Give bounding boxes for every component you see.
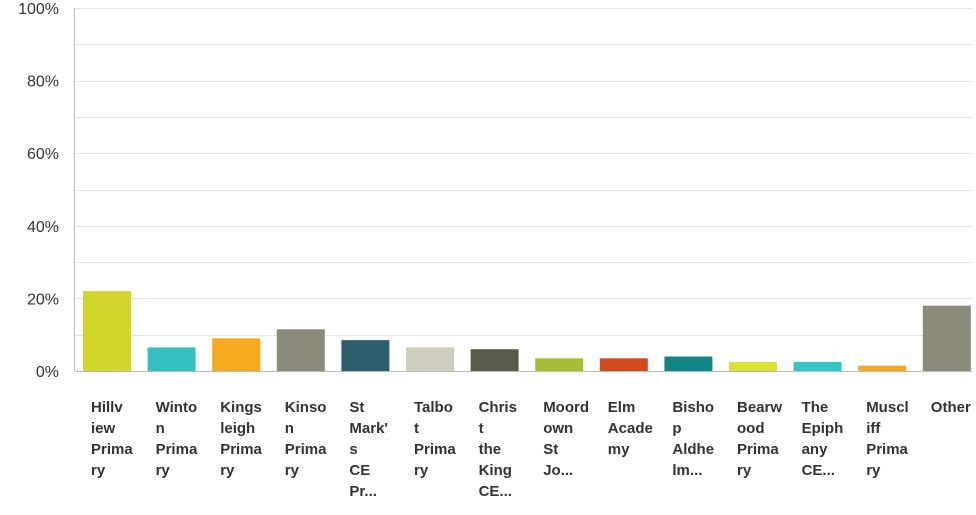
bar-3 <box>276 329 325 371</box>
x-tick-label-line: CE... <box>479 483 512 500</box>
x-tick-label-line: Prima <box>866 441 908 458</box>
bar-5 <box>406 347 454 371</box>
x-tick-label-line: King <box>479 462 512 479</box>
x-tick-label-line: n <box>285 420 294 437</box>
x-tick-label: Talbo t Prima ry <box>414 399 456 479</box>
x-tick-label-line: leigh <box>220 420 255 437</box>
x-tick-label-line: Prima <box>285 441 327 458</box>
x-tick-label-line: ry <box>156 462 171 479</box>
x-tick-label-line: iew <box>91 420 116 437</box>
x-tick-label-line: St <box>543 441 558 458</box>
x-tick-label-line: n <box>156 420 165 437</box>
x-tick-label-line: Bisho <box>672 399 714 416</box>
x-tick-label-line: Epiph <box>802 420 844 437</box>
axes <box>74 8 972 372</box>
x-tick-label-line: my <box>608 441 630 458</box>
x-tick-label-line: Muscl <box>866 399 909 416</box>
x-tick-label-line: Chris <box>479 399 517 416</box>
x-tick-label-line: Prima <box>156 441 198 458</box>
x-tick-label-line: iff <box>866 420 881 437</box>
x-tick-label-line: CE <box>349 462 370 479</box>
x-tick-label-line: s <box>349 441 357 458</box>
x-tick-label-line: Hillv <box>91 399 123 416</box>
x-tick-label-line: Mark' <box>349 420 388 437</box>
x-tick-label-line: The <box>802 399 829 416</box>
bar-7 <box>535 358 584 371</box>
x-tick-label-line: ry <box>414 462 429 479</box>
y-axis-ticks: 0% 20% 40% 60% 80% 100% <box>18 1 59 381</box>
x-tick-label-line: Moord <box>543 399 589 416</box>
x-tick-label: The Epiph any CE... <box>802 399 844 479</box>
gridlines <box>75 8 972 336</box>
x-tick-label-line: Aldhe <box>672 441 714 458</box>
bar-12 <box>858 365 907 371</box>
x-tick-label-line: ry <box>737 462 752 479</box>
bar-4 <box>341 340 390 371</box>
x-tick-label-line: Prima <box>414 441 456 458</box>
bar-0 <box>83 291 131 371</box>
x-tick-label-line: Other <box>931 399 971 416</box>
x-axis-labels: HillviewPrimaryWintonPrimaryKingsleighPr… <box>91 399 971 500</box>
bar-9 <box>664 356 713 371</box>
x-tick-label: Hillv iew Prima ry <box>91 399 133 479</box>
y-tick-label: 60% <box>27 146 59 163</box>
x-tick-label: Moord own St Jo... <box>543 399 589 479</box>
bars <box>83 291 971 371</box>
x-tick-label-line: St <box>349 399 364 416</box>
x-tick-label-line: p <box>672 420 681 437</box>
y-tick-label: 40% <box>27 219 59 236</box>
x-tick-label-line: ood <box>737 420 765 437</box>
x-tick-label-line: Prima <box>737 441 779 458</box>
bar-13 <box>922 305 971 371</box>
x-tick-label-line: Winto <box>156 399 198 416</box>
x-tick-label-line: t <box>414 420 419 437</box>
bar-2 <box>212 338 261 371</box>
x-tick-label-line: ry <box>866 462 881 479</box>
x-tick-label-line: Elm <box>608 399 636 416</box>
x-tick-label-line: ry <box>91 462 106 479</box>
bar-8 <box>599 358 648 371</box>
bar-11 <box>793 361 842 371</box>
x-tick-label-line: t <box>479 420 484 437</box>
x-tick-label: Other <box>931 399 971 416</box>
x-tick-label-line: Prima <box>91 441 133 458</box>
x-tick-label-line: Jo... <box>543 462 573 479</box>
x-tick-label-line: CE... <box>802 462 835 479</box>
x-tick-label: Muscl iff Prima ry <box>866 399 909 479</box>
x-tick-label: Kinso n Prima ry <box>285 399 327 479</box>
x-tick-label-line: Talbo <box>414 399 453 416</box>
bar-10 <box>729 361 777 371</box>
x-tick-label-line: Prima <box>220 441 262 458</box>
x-tick-label-line: any <box>802 441 829 458</box>
x-tick-label-line: Acade <box>608 420 653 437</box>
x-tick-label-line: own <box>543 420 573 437</box>
x-tick-label-line: Pr... <box>349 483 377 500</box>
y-tick-label: 80% <box>27 74 59 91</box>
y-tick-label: 20% <box>27 291 59 308</box>
x-tick-label-line: the <box>479 441 502 458</box>
x-tick-label-line: ry <box>220 462 235 479</box>
y-tick-label: 100% <box>18 1 59 18</box>
x-tick-label-line: Kings <box>220 399 262 416</box>
y-tick-label: 0% <box>36 364 59 381</box>
x-tick-label: Bisho p Aldhe lm... <box>672 399 714 479</box>
x-tick-label: St Mark' s CE Pr... <box>349 399 388 500</box>
x-tick-label: Chris t the King CE... <box>479 399 517 500</box>
x-tick-label-line: lm... <box>672 462 702 479</box>
x-tick-label: Bearw ood Prima ry <box>737 399 782 479</box>
bar-1 <box>147 347 196 371</box>
x-tick-label: Elm Acade my <box>608 399 653 458</box>
x-tick-label: Kings leigh Prima ry <box>220 399 262 479</box>
x-tick-label-line: ry <box>285 462 300 479</box>
bar-6 <box>470 349 519 371</box>
x-tick-label: Winto n Prima ry <box>156 399 198 479</box>
x-tick-label-line: Bearw <box>737 399 782 416</box>
x-tick-label-line: Kinso <box>285 399 327 416</box>
